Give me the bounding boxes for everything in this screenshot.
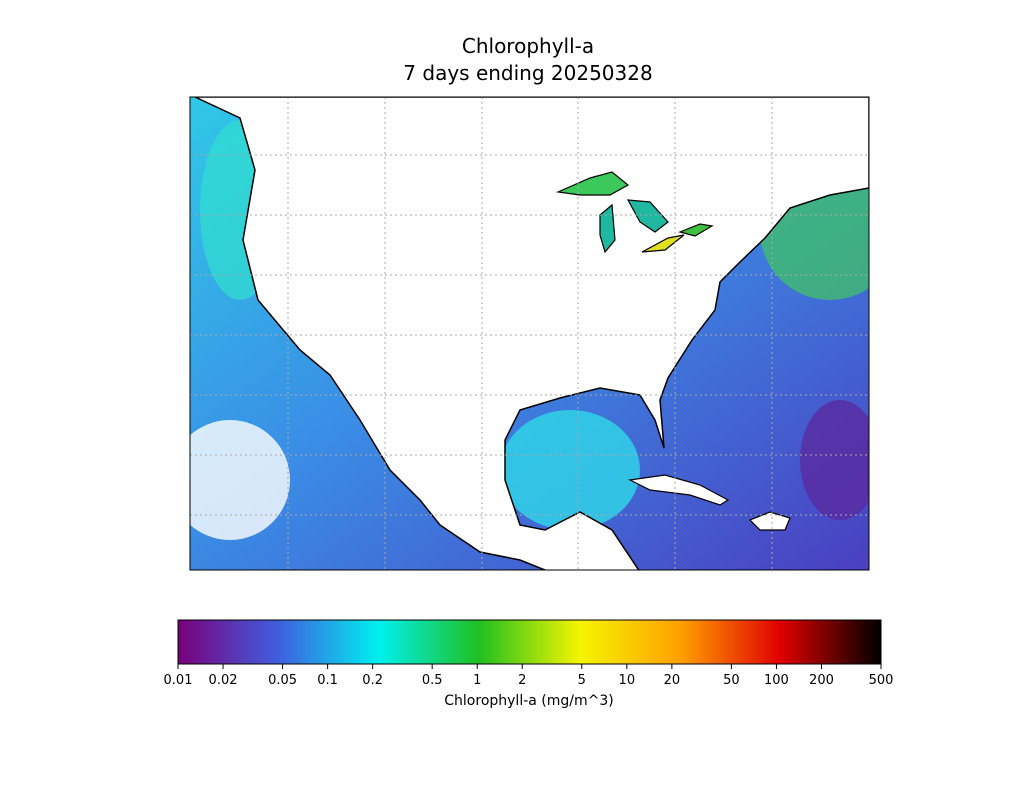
cloud-gap — [190, 420, 290, 540]
lake-huron — [626, 199, 669, 233]
hispaniola — [748, 511, 791, 531]
colorbar-tick-label: 2 — [518, 673, 526, 688]
map-frame — [189, 96, 870, 571]
colorbar-tick-label: 0.1 — [317, 673, 338, 688]
colorbar — [177, 619, 882, 665]
colorbar-tick-label: 50 — [723, 673, 740, 688]
colorbar-tick-label: 10 — [619, 673, 636, 688]
colorbar-tick-label: 0.05 — [268, 673, 297, 688]
colorbar-tick-label: 0.5 — [422, 673, 443, 688]
gulf-water — [500, 410, 640, 530]
lake-michigan — [599, 203, 616, 254]
cuba — [628, 474, 730, 506]
map-subtitle: 7 days ending 20250328 — [403, 61, 652, 85]
map-title: Chlorophyll-a — [462, 34, 594, 58]
map — [190, 97, 869, 570]
lake-superior — [555, 171, 630, 196]
colorbar-tick-label: 100 — [764, 673, 789, 688]
deep-water — [800, 400, 869, 520]
colorbar-tick-label: 20 — [664, 673, 681, 688]
colorbar-tick-label: 0.2 — [362, 673, 383, 688]
colorbar-tick-label: 200 — [809, 673, 834, 688]
graticule — [190, 97, 869, 570]
colorbar-tick-label: 5 — [578, 673, 586, 688]
colorbar-label: Chlorophyll-a (mg/m^3) — [444, 693, 613, 709]
colorbar-tick-label: 500 — [869, 673, 894, 688]
lake-ontario — [678, 223, 714, 237]
colorbar-tick-label: 1 — [473, 673, 481, 688]
colorbar-tick-label: 0.02 — [209, 673, 238, 688]
lake-erie — [641, 234, 685, 253]
colorbar-tick-label: 0.01 — [164, 673, 193, 688]
